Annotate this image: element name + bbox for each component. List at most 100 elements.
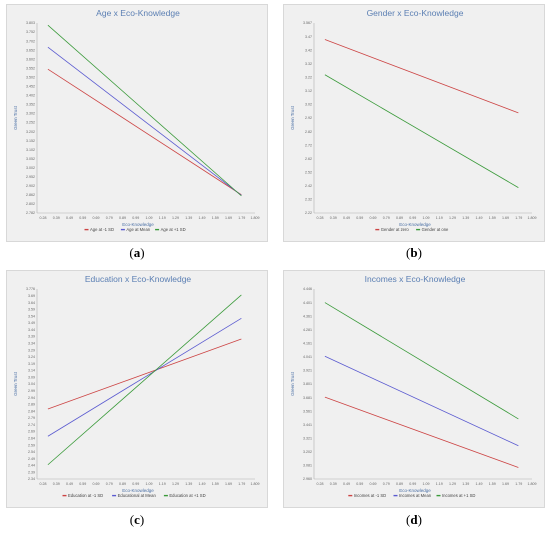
y-tick-label: 2.89 <box>28 403 35 407</box>
y-tick-label: 2.22 <box>305 211 312 215</box>
x-tick-label: 0.28 <box>317 216 324 220</box>
y-tick-label: 3.803 <box>26 21 35 25</box>
chart-title: Gender x Eco-Knowledge <box>367 8 464 18</box>
x-tick-label: 0.49 <box>343 482 350 486</box>
y-tick-label: 3.64 <box>28 301 35 305</box>
y-tick-label: 3.02 <box>305 103 312 107</box>
x-tick-label: 0.59 <box>356 482 363 486</box>
y-tick-label: 3.47 <box>305 35 312 39</box>
y-tick-label: 4.161 <box>303 341 312 345</box>
y-tick-label: 3.202 <box>26 130 35 134</box>
x-tick-label: 0.59 <box>79 216 86 220</box>
y-tick-label: 2.44 <box>28 464 35 468</box>
y-tick-label: 3.09 <box>28 375 35 379</box>
y-tick-label: 3.34 <box>28 341 35 345</box>
legend-label: Education at +1 SD <box>169 493 205 498</box>
y-axis-label: Green Trust <box>290 105 295 130</box>
x-tick-label: 1.39 <box>185 216 192 220</box>
x-tick-label: 0.69 <box>93 216 100 220</box>
caption-b-letter: b <box>410 245 418 260</box>
x-tick-label: 0.69 <box>370 216 377 220</box>
y-tick-label: 3.561 <box>303 409 312 413</box>
series-line <box>47 24 242 197</box>
y-tick-label: 2.72 <box>305 143 312 147</box>
x-tick-label: 0.39 <box>330 482 337 486</box>
y-tick-label: 2.94 <box>28 396 35 400</box>
caption-d: (d) <box>406 512 422 527</box>
series-line <box>47 46 242 196</box>
caption-c: (c) <box>129 512 145 527</box>
y-tick-label: 2.69 <box>28 430 35 434</box>
x-tick-label: 0.69 <box>93 482 100 486</box>
x-tick-label: 0.89 <box>119 482 126 486</box>
chart-svg-d: Incomes x Eco-Knowledge 2.960 3.081 3.202 3.… <box>290 274 537 498</box>
legend-label: Gender at one <box>422 227 449 232</box>
x-tick-label: 0.28 <box>317 482 324 486</box>
x-tick-label: 1.39 <box>462 482 469 486</box>
series-line <box>47 68 242 196</box>
x-tick-label: 1.09 <box>146 482 153 486</box>
x-tick-label: 0.39 <box>330 216 337 220</box>
x-tick-label: 1.09 <box>423 216 430 220</box>
y-tick-label: 2.74 <box>28 423 35 427</box>
y-tick-label: 3.801 <box>303 382 312 386</box>
y-tick-label: 2.79 <box>28 416 35 420</box>
x-tick-label: 1.79 <box>515 482 522 486</box>
x-tick-label: 1.19 <box>159 482 166 486</box>
x-tick-label: 1.69 <box>502 216 509 220</box>
x-tick-label: 1.49 <box>476 482 483 486</box>
y-tick-label: 2.84 <box>28 409 35 413</box>
legend-label: Incomes at Mean <box>399 493 432 498</box>
x-tick-label: 1.49 <box>199 216 206 220</box>
x-tick-label: 1.809 <box>251 216 260 220</box>
y-tick-label: 3.12 <box>305 89 312 93</box>
y-tick-label: 2.54 <box>28 450 35 454</box>
x-tick-label: 1.79 <box>515 216 522 220</box>
y-tick-label: 3.19 <box>28 362 35 366</box>
x-tick-label: 1.19 <box>436 216 443 220</box>
x-tick-label: 1.79 <box>238 482 245 486</box>
x-tick-label: 1.29 <box>449 216 456 220</box>
y-tick-label: 4.281 <box>303 328 312 332</box>
x-tick-label: 0.69 <box>370 482 377 486</box>
y-tick-label: 3.29 <box>28 348 35 352</box>
y-tick-label: 3.776 <box>26 287 35 291</box>
series-line <box>47 294 242 466</box>
y-tick-label: 3.502 <box>26 75 35 79</box>
x-tick-label: 1.39 <box>462 216 469 220</box>
x-tick-label: 1.39 <box>185 482 192 486</box>
x-tick-label: 1.49 <box>476 216 483 220</box>
y-tick-label: 2.49 <box>28 457 35 461</box>
chart-panel-b: Gender x Eco-Knowledge 2.22 2.32 2.42 2.52 2.… <box>283 4 545 242</box>
caption-b: (b) <box>406 245 422 260</box>
caption-c-letter: c <box>134 512 140 527</box>
x-tick-label: 1.809 <box>528 216 537 220</box>
x-tick-label: 1.79 <box>238 216 245 220</box>
y-tick-label: 2.32 <box>305 198 312 202</box>
chart-svg-b: Gender x Eco-Knowledge 2.22 2.32 2.42 2.52 2.… <box>290 8 537 232</box>
x-tick-label: 0.99 <box>132 216 139 220</box>
y-tick-label: 2.782 <box>26 211 35 215</box>
y-tick-label: 2.99 <box>28 389 35 393</box>
y-tick-label: 2.59 <box>28 443 35 447</box>
x-tick-label: 0.59 <box>79 482 86 486</box>
y-axis-label: Green Trust <box>13 371 18 396</box>
x-tick-label: 1.59 <box>489 482 496 486</box>
legend-label: Age at Mean <box>126 227 150 232</box>
y-tick-label: 2.82 <box>305 130 312 134</box>
y-tick-label: 3.32 <box>305 62 312 66</box>
y-axis-label: Green Trust <box>290 371 295 396</box>
y-tick-label: 3.42 <box>305 48 312 52</box>
y-tick-label: 3.081 <box>303 464 312 468</box>
series-line <box>324 355 519 447</box>
y-tick-label: 3.681 <box>303 396 312 400</box>
caption-d-letter: d <box>410 512 418 527</box>
y-tick-label: 2.960 <box>303 477 312 481</box>
y-tick-label: 2.34 <box>28 477 35 481</box>
x-tick-label: 0.49 <box>343 216 350 220</box>
y-tick-label: 4.446 <box>303 287 312 291</box>
y-tick-label: 2.952 <box>26 175 35 179</box>
x-tick-label: 0.79 <box>106 482 113 486</box>
y-tick-label: 3.24 <box>28 355 35 359</box>
y-tick-label: 3.567 <box>303 21 312 25</box>
